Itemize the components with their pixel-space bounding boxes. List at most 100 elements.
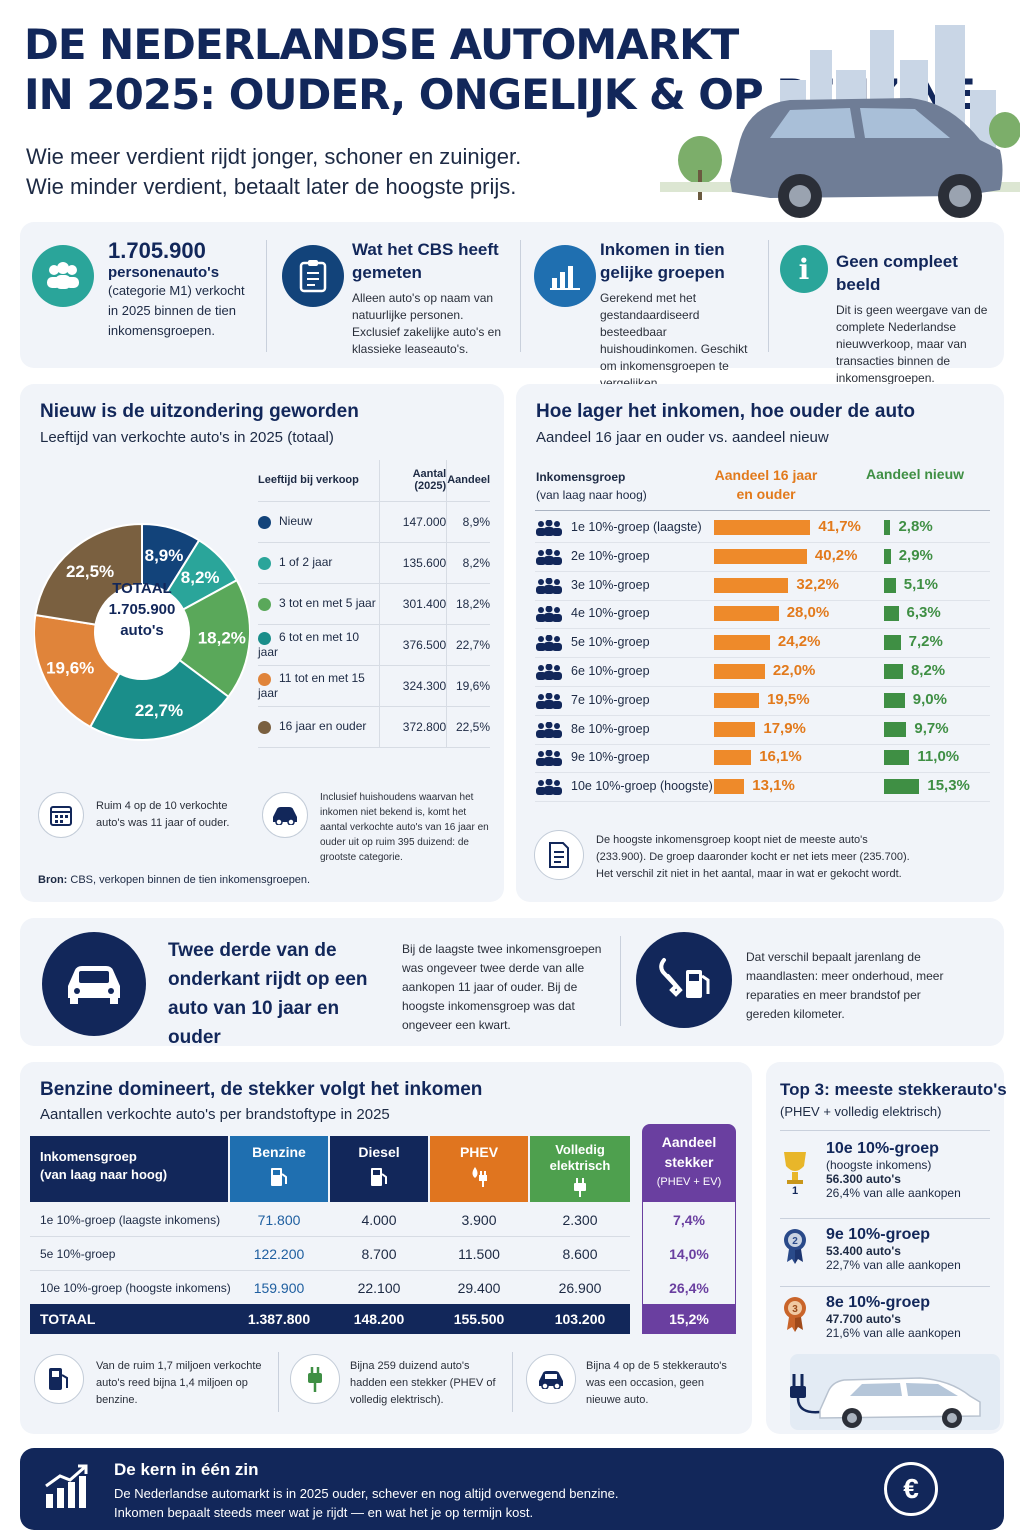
- fuel-col-diesel: Diesel: [330, 1136, 428, 1202]
- source-label: Bron:: [38, 874, 68, 886]
- age-table-row: 3 tot en met 5 jaar 301.400 18,2%: [258, 583, 490, 625]
- legend-swatch: [258, 515, 271, 529]
- age-row-share: 18,2%: [446, 583, 490, 625]
- age-pie-chart: 8,9% 8,2% 18,2% 22,7% 19,6% 22,5%: [34, 522, 250, 741]
- age-col-count: Aantal (2025): [379, 460, 447, 502]
- plug-icon: [290, 1354, 340, 1404]
- fact-2-title: Wat het CBS heeft gemeten: [352, 240, 499, 282]
- age-table: Leeftijd bij verkoop Aantal (2025) Aande…: [258, 460, 490, 748]
- fuel-card: [20, 1062, 752, 1434]
- income-row-label: 2e 10%-groep: [571, 548, 650, 563]
- fact-3-title: Inkomen in tien gelijke groepen: [600, 240, 725, 282]
- people-icon: [536, 548, 562, 565]
- fact-4: Geen compleet beeld Dit is geen weergave…: [836, 250, 996, 387]
- divider: [512, 1352, 513, 1412]
- new-share-bar: [884, 664, 903, 679]
- banner-text-2: Dat verschil bepaalt jarenlang de maandl…: [746, 950, 944, 1021]
- income-row: 2e 10%-groep 40,2% 2,9%: [535, 543, 990, 572]
- col-share-line-2: stekker: [664, 1154, 714, 1170]
- svg-text:2: 2: [792, 1236, 798, 1247]
- income-col-group-line-1: Inkomensgroep: [536, 470, 626, 484]
- pie-slice-label: 8,9%: [145, 546, 184, 565]
- age-row-count: 147.000: [379, 501, 447, 543]
- old-share-bar: [714, 520, 811, 535]
- pie-slice-label: 19,6%: [46, 658, 94, 677]
- fuel-row-label: 1e 10%-groep (laagste inkomens): [40, 1213, 221, 1227]
- fact-4-title: Geen compleet beeld: [836, 252, 958, 294]
- top3-2-group: 9e 10%-groep: [826, 1226, 931, 1243]
- wrench-fuel-icon: [636, 932, 732, 1028]
- income-row-label: 3e 10%-groep: [571, 577, 650, 592]
- fuel-col-phev: PHEV: [430, 1136, 528, 1202]
- pie-center-line-1: TOTAAL: [112, 580, 172, 597]
- car-icon: [526, 1354, 576, 1404]
- old-share-value: 41,7%: [818, 518, 861, 535]
- old-share-bar: [714, 721, 756, 737]
- fuel-total-row: TOTAAL 1.387.800 148.200 155.500 103.200 15,2…: [30, 1304, 736, 1338]
- fuel-cell: 8.700: [361, 1246, 397, 1262]
- income-row-label: 4e 10%-groep: [571, 606, 650, 621]
- age-row-label-text: 3 tot en met 5 jaar: [279, 596, 376, 611]
- fuel-share-cell: 7,4%: [673, 1212, 705, 1228]
- people-icon: [536, 606, 562, 623]
- age-subtitle: Leeftijd van verkochte auto's in 2025 (t…: [40, 429, 334, 446]
- income-row: 1e 10%-groep (laagste) 41,7% 2,8%: [535, 514, 990, 543]
- new-share-bar: [884, 548, 891, 564]
- old-share-value: 13,1%: [752, 777, 795, 795]
- age-row-count: 372.800: [379, 706, 447, 748]
- age-row-label-text: 16 jaar en ouder: [279, 719, 367, 734]
- banner-text-1: Bij de laagste twee inkomensgroepen was …: [402, 942, 602, 1032]
- col-diesel-label: Diesel: [358, 1144, 400, 1160]
- fuel-row: 1e 10%-groep (laagste inkomens) 71.800 4.0…: [30, 1203, 736, 1237]
- top3-1-sub: (hoogste inkomens): [826, 1158, 932, 1172]
- fuel-title: Benzine domineert, de stekker volgt het …: [40, 1079, 483, 1100]
- plug-drop-icon: [472, 1167, 487, 1187]
- fuel-col-ev: Volledig elektrisch: [530, 1136, 630, 1202]
- new-share-bar: [884, 692, 905, 708]
- col-share-line-3: (PHEV + EV): [656, 1176, 722, 1188]
- new-share-value: 8,2%: [910, 662, 946, 679]
- income-row-label: 9e 10%-groep: [571, 750, 650, 765]
- new-share-bar: [884, 635, 901, 651]
- fuel-share-cell: 14,0%: [669, 1246, 709, 1262]
- fuel-row-label: TOTAAL: [40, 1311, 96, 1327]
- age-row-count: 324.300: [379, 665, 447, 707]
- old-share-value: 19,5%: [767, 690, 810, 708]
- old-share-value: 16,1%: [759, 748, 802, 766]
- new-share-value: 2,8%: [898, 518, 933, 535]
- fuel-cell: 1.387.800: [247, 1311, 311, 1327]
- pie-center-hole: [94, 584, 190, 680]
- page-subtitle: Wie meer verdient rijdt jonger, schoner …: [26, 142, 521, 202]
- age-row-label-text: 11 tot en met 15 jaar: [258, 671, 365, 700]
- col-benzine-label: Benzine: [252, 1144, 306, 1160]
- fact-3-text: Gerekend met het gestandaardiseerd beste…: [600, 291, 748, 390]
- footer-text: De Nederlandse automarkt is in 2025 oude…: [114, 1484, 618, 1522]
- people-icon: [536, 664, 562, 680]
- people-icon: [536, 779, 562, 796]
- income-row: 3e 10%-groep 32,2% 5,1%: [535, 572, 990, 601]
- old-share-value: 28,0%: [786, 604, 830, 622]
- people-icon: [536, 520, 562, 536]
- fuel-cell: 2.300: [562, 1212, 598, 1228]
- divider: [266, 240, 267, 352]
- banner-card: [20, 918, 1004, 1046]
- income-row: 9e 10%-groep 16,1% 11,0%: [535, 744, 990, 774]
- income-row: 10e 10%-groep (hoogste) 13,1% 15,3%: [535, 773, 990, 803]
- charging-car-illustration: [790, 1354, 1000, 1430]
- fuel-col-benzine: Benzine: [230, 1136, 328, 1202]
- age-row-share: 8,9%: [446, 501, 490, 543]
- old-share-bar: [714, 635, 770, 651]
- income-subtitle: Aandeel 16 jaar en ouder vs. aandeel nie…: [536, 429, 829, 446]
- fuel-pump-icon: [271, 1168, 287, 1186]
- old-share-bar: [714, 606, 779, 622]
- age-row-count: 135.600: [379, 542, 447, 584]
- age-row-share: 19,6%: [446, 665, 490, 707]
- new-share-bar: [884, 606, 899, 622]
- top3-2-cars: 53.400 auto's: [826, 1244, 901, 1258]
- top3-title: Top 3: meeste stekkerauto's: [780, 1080, 1007, 1099]
- pie-center-line-3: auto's: [120, 622, 164, 639]
- income-col-old: Aandeel 16 jaar en ouder: [706, 466, 826, 504]
- car-icon: [262, 792, 308, 838]
- fuel-cell: 11.500: [458, 1246, 500, 1262]
- top3-1-group: 10e 10%-groep: [826, 1140, 939, 1157]
